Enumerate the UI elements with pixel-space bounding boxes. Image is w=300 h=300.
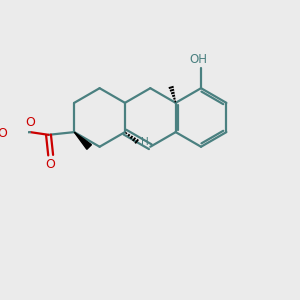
Text: OH: OH xyxy=(189,53,207,66)
Text: O: O xyxy=(25,116,35,129)
Text: O: O xyxy=(46,158,56,171)
Text: O: O xyxy=(0,127,8,140)
Text: H: H xyxy=(141,137,149,147)
Polygon shape xyxy=(74,132,92,149)
